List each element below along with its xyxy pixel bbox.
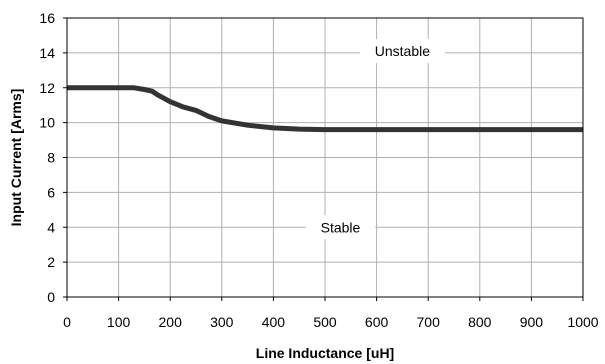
x-tick-label: 0 <box>63 314 71 330</box>
y-tick-label: 4 <box>47 219 55 235</box>
x-tick-label: 700 <box>417 314 441 330</box>
y-tick-label: 8 <box>47 150 55 166</box>
annotation-label: Unstable <box>360 39 445 64</box>
x-tick-label: 1000 <box>567 314 598 330</box>
x-axis-title: Line Inductance [uH] <box>256 345 394 361</box>
x-tick-label: 200 <box>159 314 183 330</box>
tick-labels: 0 100 200 300 400 500 600 700 800 900 1000 0 2 4 6 8 10 1… <box>39 10 598 330</box>
y-tick-label: 0 <box>47 289 55 305</box>
y-tick-label: 6 <box>47 184 55 200</box>
x-tick-label: 300 <box>210 314 234 330</box>
annotation-label: Stable <box>305 215 376 240</box>
y-tick-label: 16 <box>39 10 55 26</box>
y-tick-label: 2 <box>47 254 55 270</box>
x-tick-label: 500 <box>313 314 337 330</box>
annotation-text: Unstable <box>375 43 430 59</box>
x-tick-label: 600 <box>365 314 389 330</box>
annotation-background <box>360 39 445 64</box>
x-tick-label: 800 <box>468 314 492 330</box>
annotations: Unstable Stable <box>305 39 445 240</box>
annotation-background <box>305 215 376 240</box>
y-axis-title: Input Current [Arms] <box>8 89 24 227</box>
x-tick-label: 100 <box>107 314 131 330</box>
annotation-text: Stable <box>321 219 361 235</box>
y-tick-label: 10 <box>39 115 55 131</box>
y-tick-label: 12 <box>39 80 55 96</box>
x-tick-label: 900 <box>520 314 544 330</box>
x-tick-label: 400 <box>262 314 286 330</box>
y-tick-label: 14 <box>39 45 55 61</box>
series-line <box>67 85 583 133</box>
series-layer <box>67 85 583 133</box>
gridlines <box>67 18 583 297</box>
